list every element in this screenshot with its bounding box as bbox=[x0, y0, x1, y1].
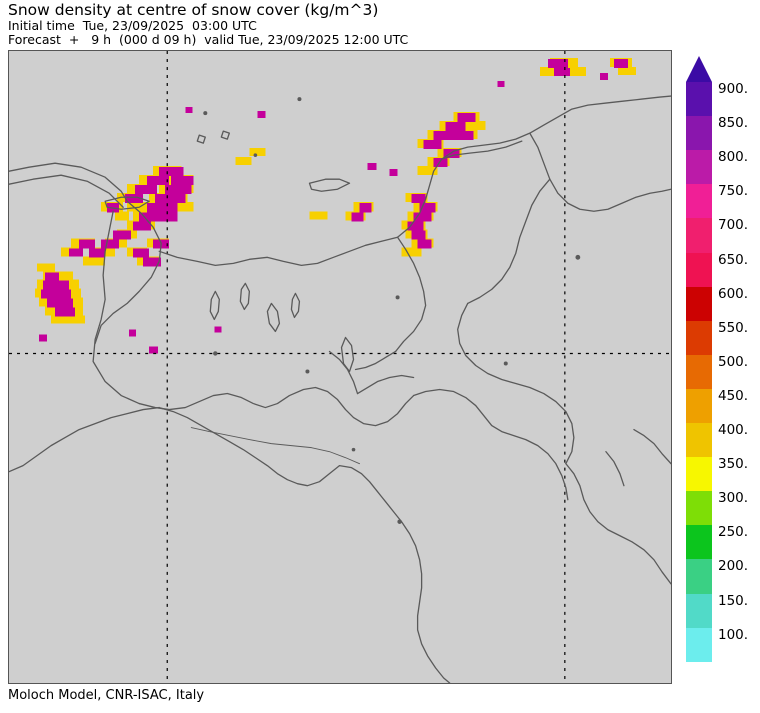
colorbar-tick-label: 650. bbox=[718, 251, 749, 268]
colorbar-band bbox=[686, 354, 712, 390]
colorbar-tick-label: 200. bbox=[718, 558, 749, 575]
border-line bbox=[354, 350, 397, 371]
coastline bbox=[158, 406, 341, 487]
coastline bbox=[605, 450, 625, 487]
colorbar-band bbox=[686, 150, 712, 185]
land-background bbox=[9, 51, 671, 683]
coastline bbox=[9, 406, 160, 473]
snow-density-field bbox=[35, 58, 636, 354]
colorbar-tick-label: 350. bbox=[718, 456, 749, 473]
colorbar-band bbox=[686, 218, 712, 254]
colorbar-tick-label: 400. bbox=[718, 422, 749, 438]
lake-outline bbox=[266, 302, 281, 333]
colorbar-tick-label: 450. bbox=[718, 387, 749, 404]
border-line bbox=[441, 140, 523, 160]
colorbar-labels: 900. 850. 800. 750. 700. 650. 600. 550. 500. 450.… bbox=[718, 56, 760, 676]
colorbar-band bbox=[686, 593, 712, 629]
colorbar-tick-label: 700. bbox=[718, 217, 749, 234]
colorbar-band bbox=[686, 252, 712, 288]
border-line bbox=[92, 210, 140, 405]
border-line bbox=[356, 374, 415, 395]
border-line bbox=[457, 302, 575, 465]
geography-lines bbox=[9, 95, 671, 683]
colorbar-tick-label: 600. bbox=[718, 285, 749, 302]
colorbar-tick-label: 850. bbox=[718, 115, 749, 132]
border-line bbox=[158, 236, 399, 266]
lake-outline bbox=[290, 292, 301, 319]
colorbar-arrow-cap bbox=[686, 56, 712, 82]
colorbar-band bbox=[686, 457, 712, 492]
border-line bbox=[467, 178, 551, 305]
colorbar-band bbox=[686, 627, 712, 663]
lake-outline bbox=[340, 336, 355, 373]
map-canvas bbox=[9, 51, 671, 683]
initial-time-label: Initial time Tue, 23/09/2025 03:00 UTC bbox=[8, 18, 257, 33]
graticule-lines bbox=[9, 51, 671, 683]
lake-outline bbox=[104, 196, 150, 210]
colorbar-tick-label: 550. bbox=[718, 319, 749, 336]
colorbar-band bbox=[686, 116, 712, 151]
lake-outline bbox=[220, 130, 230, 140]
coastline bbox=[633, 428, 671, 465]
colorbar-band bbox=[686, 491, 712, 526]
river-line bbox=[190, 427, 360, 465]
map-point-markers bbox=[203, 97, 581, 524]
colorbar-tick-label: 750. bbox=[718, 183, 749, 200]
border-line bbox=[9, 162, 128, 202]
border-line bbox=[529, 132, 671, 212]
coastline bbox=[338, 465, 451, 683]
forecast-valid-label: Forecast + 9 h (000 d 09 h) valid Tue, 2… bbox=[8, 32, 409, 47]
colorbar-band bbox=[686, 525, 712, 560]
colorbar-tick-label: 100. bbox=[718, 626, 749, 643]
colorbar-tick-label: 500. bbox=[718, 353, 749, 370]
coastline bbox=[565, 463, 671, 585]
colorbar-band bbox=[686, 423, 712, 458]
border-line bbox=[412, 388, 569, 501]
border-line bbox=[9, 174, 124, 208]
model-credit: Moloch Model, CNR-ISAC, Italy bbox=[8, 688, 205, 703]
colorbar-tick-label: 300. bbox=[718, 490, 749, 507]
border-line bbox=[94, 200, 162, 345]
page-title: Snow density at centre of snow cover (kg… bbox=[8, 1, 379, 19]
colorbar-band bbox=[686, 184, 712, 219]
colorbar[interactable] bbox=[686, 56, 712, 672]
lake-outline bbox=[239, 282, 251, 311]
border-line bbox=[394, 236, 427, 353]
colorbar-band bbox=[686, 388, 712, 424]
colorbar-tick-label: 900. bbox=[718, 81, 749, 97]
forecast-map[interactable] bbox=[8, 50, 672, 684]
colorbar-tick-label: 800. bbox=[718, 149, 749, 166]
header-block: Snow density at centre of snow cover (kg… bbox=[8, 2, 658, 47]
colorbar-band bbox=[686, 320, 712, 356]
colorbar-band bbox=[686, 559, 712, 595]
colorbar-tick-label: 150. bbox=[718, 592, 749, 609]
lake-outline bbox=[209, 290, 220, 321]
border-line bbox=[396, 95, 671, 238]
colorbar-band bbox=[686, 82, 712, 117]
lake-outline bbox=[196, 134, 206, 144]
colorbar-band bbox=[686, 286, 712, 322]
border-line bbox=[138, 386, 415, 427]
colorbar-tick-label: 250. bbox=[718, 524, 749, 541]
lake-outline bbox=[308, 178, 351, 192]
